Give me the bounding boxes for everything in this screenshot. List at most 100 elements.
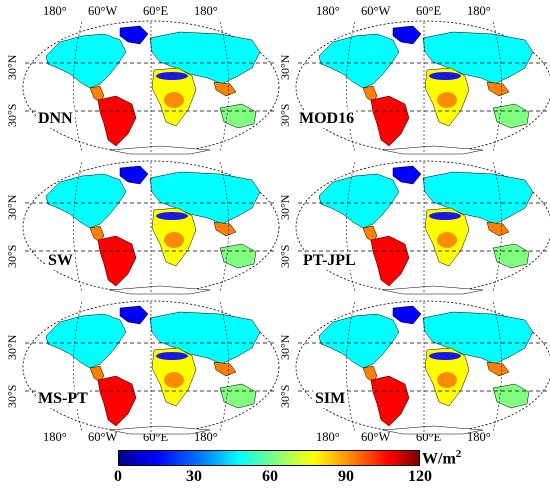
hotspot-amazon: [106, 244, 126, 264]
north-america: [318, 173, 400, 229]
greenland: [119, 305, 149, 325]
map-panel-sim: SIM: [293, 298, 550, 436]
colorbar-tick: 120: [408, 468, 432, 485]
sahara-band: [429, 352, 461, 360]
hotspot-congo: [437, 372, 457, 388]
antarctica: [109, 425, 211, 435]
lon-label-bottom: 60°W: [361, 430, 391, 444]
lon-label-bottom: 180°: [316, 430, 340, 444]
lon-label-top: 180°: [467, 4, 491, 18]
map-panel-sw: SW: [20, 158, 282, 296]
europe-asia: [422, 311, 534, 365]
hotspot-amazon: [379, 384, 399, 404]
hotspot-congo: [164, 232, 184, 248]
hotspot-amazon: [379, 244, 399, 264]
lon-label-top: 180°: [316, 4, 340, 18]
world-map-dnn: [22, 20, 280, 155]
antarctica: [382, 425, 484, 435]
antarctica: [109, 145, 211, 155]
north-america: [45, 173, 127, 229]
sahara-band: [156, 212, 188, 220]
north-america: [318, 313, 400, 369]
europe-asia: [149, 171, 261, 225]
southeast-asia: [486, 81, 510, 97]
map-panel-dnn: DNN: [20, 18, 282, 156]
meridian-line-2: [219, 301, 229, 433]
hotspot-congo: [164, 92, 184, 108]
australia: [492, 383, 530, 409]
lat-label: 30°S: [5, 244, 19, 268]
world-map-pt-jpl: [295, 160, 550, 295]
colorbar-tick: 90: [338, 468, 354, 485]
greenland: [392, 165, 422, 185]
meridian-line-0: [346, 21, 356, 153]
meridian-line-2: [492, 161, 502, 293]
sahara-band: [429, 212, 461, 220]
map-panel-ms-pt: MS-PT: [20, 298, 282, 436]
lat-label: 30°N: [5, 194, 19, 220]
colorbar-unit-exp: 2: [455, 448, 462, 460]
colorbar-unit-base: W/m: [422, 450, 456, 468]
world-map-sim: [295, 300, 550, 435]
europe-asia: [422, 171, 534, 225]
lon-label-top: 60°W: [361, 4, 391, 18]
southeast-asia: [213, 221, 237, 237]
antarctica: [109, 285, 211, 295]
colorbar-tick: 0: [114, 468, 122, 485]
lon-label-top: 60°E: [416, 4, 442, 18]
antarctica: [382, 145, 484, 155]
world-map-mod16: [295, 20, 550, 155]
panel-label: PT-JPL: [301, 252, 358, 270]
australia: [219, 243, 257, 269]
map-panel-pt-jpl: PT-JPL: [293, 158, 550, 296]
southeast-asia: [213, 361, 237, 377]
meridian-line-0: [73, 301, 83, 433]
meridian-line-0: [73, 21, 83, 153]
map-group: [295, 160, 550, 295]
sahara-band: [156, 352, 188, 360]
map-group: [295, 20, 550, 155]
meridian-line-0: [73, 161, 83, 293]
world-map-ms-pt: [22, 300, 280, 435]
map-group: [22, 300, 280, 435]
map-panel-mod16: MOD16: [293, 18, 550, 156]
australia: [492, 243, 530, 269]
hotspot-amazon: [106, 384, 126, 404]
lat-label: 30°S: [5, 103, 19, 127]
europe-asia: [149, 31, 261, 85]
greenland: [392, 25, 422, 45]
europe-asia: [422, 31, 534, 85]
lon-label-bottom: 180°: [467, 430, 491, 444]
panel-label: DNN: [36, 110, 75, 128]
map-group: [295, 300, 550, 435]
australia: [492, 103, 530, 129]
lat-label: 30°N: [5, 334, 19, 360]
colorbar-tick: 60: [262, 468, 278, 485]
lon-label-bottom: 180°: [43, 430, 67, 444]
panel-label: MOD16: [297, 110, 357, 128]
north-america: [318, 33, 400, 89]
lon-label-bottom: 60°W: [88, 430, 118, 444]
greenland: [119, 165, 149, 185]
antarctica: [382, 285, 484, 295]
meridian-line-2: [219, 21, 229, 153]
meridian-line-0: [346, 301, 356, 433]
southeast-asia: [486, 221, 510, 237]
panel-label: MS-PT: [36, 390, 90, 408]
sahara-band: [429, 72, 461, 80]
north-america: [45, 313, 127, 369]
world-map-sw: [22, 160, 280, 295]
hotspot-congo: [164, 372, 184, 388]
panel-label: SW: [46, 252, 75, 270]
southeast-asia: [213, 81, 237, 97]
lon-label-top: 180°: [43, 4, 67, 18]
southeast-asia: [486, 361, 510, 377]
colorbar-unit: W/m2: [422, 448, 461, 468]
lat-label: 30°N: [5, 54, 19, 80]
lon-label-top: 180°: [194, 4, 218, 18]
panel-label: SIM: [313, 390, 348, 408]
australia: [219, 383, 257, 409]
lon-label-top: 60°W: [88, 4, 118, 18]
map-group: [22, 20, 280, 155]
north-america: [45, 33, 127, 89]
